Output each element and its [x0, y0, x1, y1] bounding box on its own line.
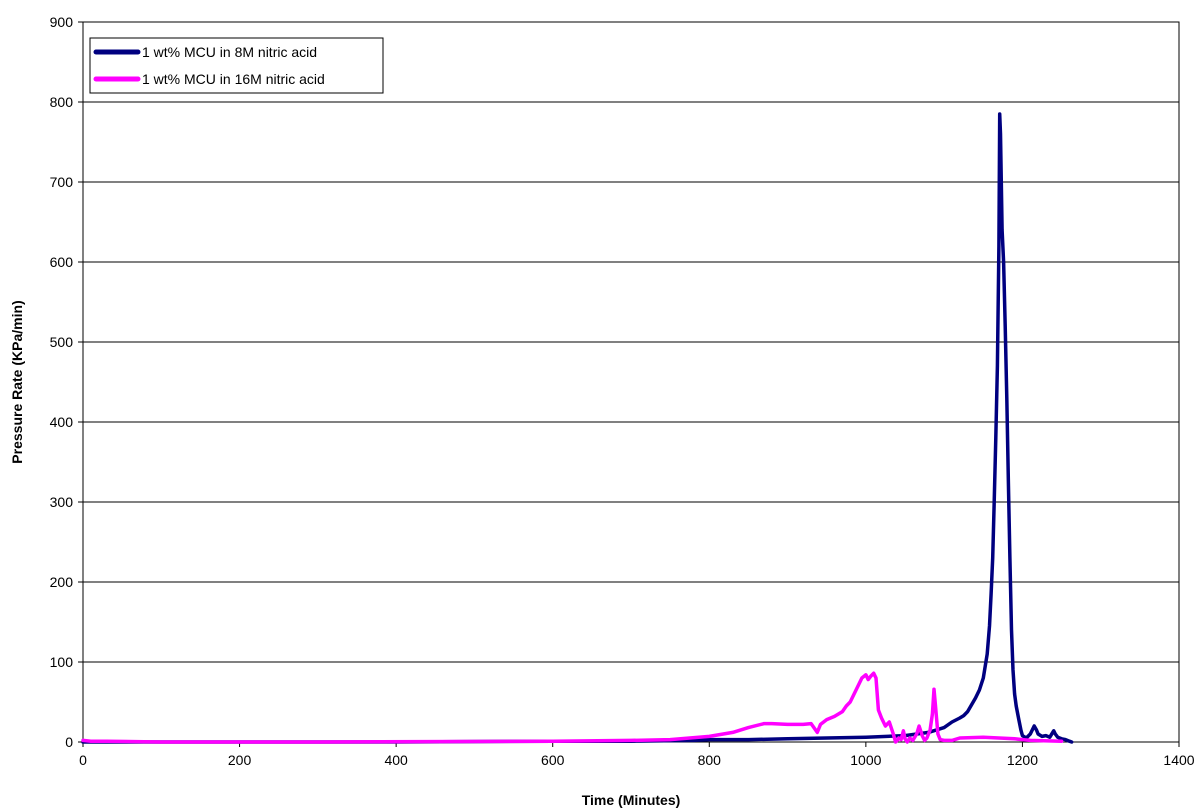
legend-label-series-1: 1 wt% MCU in 8M nitric acid: [142, 44, 317, 60]
legend: 1 wt% MCU in 8M nitric acid 1 wt% MCU in…: [89, 37, 384, 94]
y-tick-label: 800: [50, 94, 74, 110]
x-tick-label: 1400: [1163, 752, 1194, 768]
legend-label-series-2: 1 wt% MCU in 16M nitric acid: [142, 71, 325, 87]
legend-box: [89, 37, 384, 94]
y-tick-label: 900: [50, 14, 74, 30]
y-tick-label: 400: [50, 414, 74, 430]
gridlines: [83, 101, 1179, 663]
y-tick-label: 200: [50, 574, 74, 590]
y-tick-label: 0: [65, 734, 73, 750]
x-tick-label: 0: [79, 752, 87, 768]
x-tick-label: 600: [541, 752, 565, 768]
y-tick-label: 300: [50, 494, 74, 510]
y-tick-label: 100: [50, 654, 74, 670]
series-line-2: [81, 671, 1064, 744]
y-tick-label: 600: [50, 254, 74, 270]
y-axis-title: Pressure Rate (KPa/min): [9, 300, 25, 463]
series-lines: [81, 112, 1074, 744]
x-axis-title: Time (Minutes): [582, 792, 681, 808]
x-tick-label: 1200: [1007, 752, 1038, 768]
y-tick-label: 700: [50, 174, 74, 190]
y-tick-label: 500: [50, 334, 74, 350]
x-tick-label: 200: [228, 752, 252, 768]
x-tick-label: 400: [384, 752, 408, 768]
series-line-1: [81, 112, 1074, 744]
x-tick-label: 800: [698, 752, 722, 768]
axis-ticks: 0 100 200 300 400 500 600 700 800 900 0 200 400 600 80…: [50, 14, 1195, 768]
x-tick-label: 1000: [850, 752, 881, 768]
